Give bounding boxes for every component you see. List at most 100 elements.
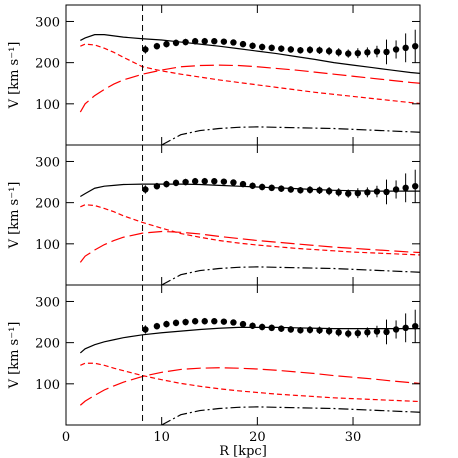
data-point — [383, 48, 390, 56]
data-point — [191, 178, 199, 185]
y-tick-label: 200 — [35, 337, 60, 352]
data-point — [335, 49, 342, 56]
data-point — [364, 49, 371, 56]
data-point — [297, 187, 304, 194]
curve — [79, 326, 420, 354]
data-point — [230, 39, 237, 46]
data-point — [278, 325, 285, 332]
data-point — [153, 322, 161, 330]
data-point — [258, 323, 266, 331]
data-point — [335, 189, 342, 196]
x-axis-label: R [kpc] — [219, 444, 267, 458]
data-point — [345, 330, 352, 337]
x-tick-label: 10 — [153, 430, 170, 445]
data-point — [153, 42, 161, 50]
data-point — [297, 47, 304, 54]
data-point — [364, 329, 371, 336]
y-axis-label: V [km s⁻¹] — [7, 322, 22, 390]
data-point — [142, 186, 149, 193]
data-point — [172, 179, 180, 187]
data-point — [163, 180, 170, 188]
data-point — [172, 319, 180, 327]
y-tick-label: 300 — [35, 295, 60, 310]
data-point — [182, 318, 189, 326]
data-point — [364, 189, 371, 196]
data-point — [172, 39, 180, 47]
data-point — [412, 42, 419, 50]
data-point — [239, 320, 247, 328]
curve — [161, 266, 421, 286]
data-point — [354, 49, 362, 57]
data-point — [316, 187, 323, 194]
data-point — [287, 46, 295, 53]
data-point — [258, 43, 266, 51]
data-point — [191, 38, 199, 45]
curve — [79, 230, 421, 263]
data-point — [278, 185, 285, 192]
curve — [79, 64, 421, 113]
data-point — [230, 319, 237, 326]
data-point — [335, 329, 342, 336]
y-tick-label: 300 — [35, 155, 60, 170]
data-point — [220, 178, 228, 185]
data-point — [268, 324, 275, 332]
data-point — [412, 322, 419, 330]
plot-frame — [65, 4, 421, 146]
data-point — [373, 188, 381, 195]
data-point — [402, 44, 409, 52]
curve — [80, 34, 421, 74]
data-point — [201, 318, 208, 325]
data-point — [182, 38, 189, 46]
data-point — [249, 322, 256, 329]
plot-frame — [65, 144, 421, 286]
y-tick-label: 200 — [35, 57, 60, 72]
y-tick-label: 100 — [35, 238, 60, 253]
data-point — [191, 318, 199, 325]
data-point — [316, 47, 323, 54]
curve — [80, 204, 421, 256]
y-tick-label: 300 — [35, 15, 60, 30]
x-tick-label: 0 — [62, 430, 70, 445]
data-point — [163, 40, 170, 48]
data-point — [268, 44, 275, 52]
data-point — [278, 45, 285, 52]
data-point — [230, 179, 237, 186]
data-point — [402, 324, 409, 332]
y-tick-label: 200 — [35, 197, 60, 212]
data-point — [383, 328, 390, 336]
x-tick-label: 30 — [345, 430, 362, 445]
data-point — [142, 326, 149, 333]
data-point — [297, 327, 304, 334]
data-point — [211, 318, 218, 325]
data-point — [306, 186, 314, 194]
y-axis-label: V [km s⁻¹] — [7, 182, 22, 250]
data-point — [211, 38, 218, 45]
y-axis-label: V [km s⁻¹] — [7, 42, 22, 110]
data-point — [211, 178, 218, 185]
x-tick-label: 20 — [249, 430, 266, 445]
data-point — [325, 47, 333, 55]
data-point — [268, 184, 275, 192]
data-point — [287, 326, 295, 333]
data-point — [402, 184, 409, 192]
data-point — [163, 320, 170, 328]
curve — [79, 367, 421, 406]
data-point — [201, 38, 208, 45]
data-point — [201, 178, 208, 185]
y-tick-label: 100 — [35, 98, 60, 113]
curve — [80, 43, 421, 105]
data-point — [345, 50, 352, 57]
y-tick-label: 100 — [35, 378, 60, 393]
data-point — [373, 328, 381, 335]
data-point — [392, 46, 400, 53]
data-point — [306, 46, 314, 54]
data-point — [316, 327, 323, 334]
data-point — [220, 38, 228, 45]
curve — [161, 126, 421, 146]
data-point — [325, 327, 333, 335]
curve — [161, 406, 421, 426]
data-point — [153, 182, 161, 190]
data-point — [383, 188, 390, 196]
data-point — [220, 318, 228, 325]
